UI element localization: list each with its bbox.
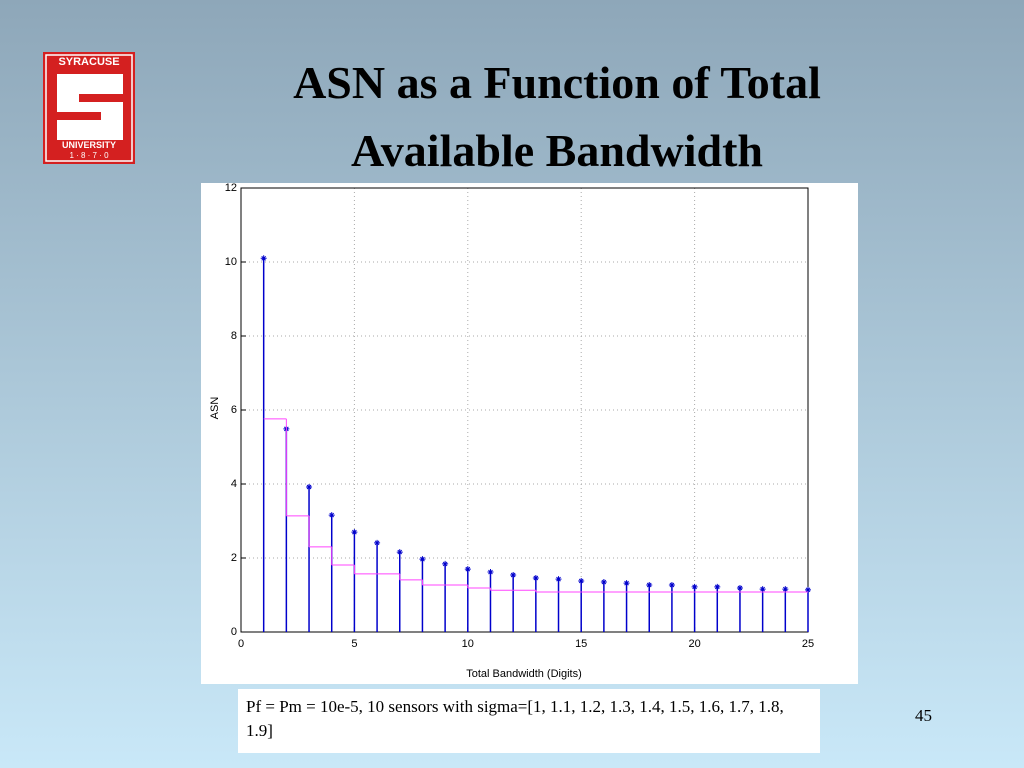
stem-marker bbox=[714, 583, 721, 590]
chart: ASN Total Bandwidth (Digits) 0 5 10 15 20 25 0… bbox=[201, 183, 858, 684]
logo-bottom: UNIVERSITY bbox=[62, 140, 116, 150]
stem-marker bbox=[351, 529, 358, 536]
logo: SYRACUSE UNIVERSITY 1 · 8 · 7 · 0 bbox=[43, 52, 135, 164]
stem-marker bbox=[510, 572, 517, 579]
stem-marker bbox=[600, 579, 607, 586]
stem-marker bbox=[555, 576, 562, 583]
x-tick-label: 0 bbox=[238, 638, 244, 650]
stem-marker bbox=[578, 577, 585, 584]
y-tick-label: 6 bbox=[231, 404, 237, 416]
x-tick-label: 5 bbox=[351, 638, 357, 650]
stem-marker bbox=[328, 512, 335, 519]
stem-marker bbox=[691, 583, 698, 590]
stem-marker bbox=[532, 574, 539, 581]
stem-marker bbox=[668, 582, 675, 589]
stem-marker bbox=[646, 582, 653, 589]
stem-marker bbox=[464, 566, 471, 573]
title-line: Available Bandwidth bbox=[351, 125, 763, 176]
y-axis-label: ASN bbox=[209, 397, 221, 420]
x-tick-label: 15 bbox=[575, 638, 587, 650]
y-tick-label: 10 bbox=[225, 256, 237, 268]
stem-marker bbox=[260, 255, 267, 262]
x-tick-label: 20 bbox=[688, 638, 700, 650]
x-axis-label: Total Bandwidth (Digits) bbox=[466, 668, 582, 680]
y-tick-label: 8 bbox=[231, 330, 237, 342]
stem-marker bbox=[306, 483, 313, 490]
page-number: 45 bbox=[915, 706, 932, 725]
chart-bg bbox=[201, 183, 858, 684]
stem-marker bbox=[374, 539, 381, 546]
y-tick-label: 0 bbox=[231, 626, 237, 638]
title-line: ASN as a Function of Total bbox=[293, 57, 821, 108]
x-tick-label: 10 bbox=[462, 638, 474, 650]
stem-marker bbox=[442, 560, 449, 567]
stem-marker bbox=[487, 569, 494, 576]
stem-marker bbox=[396, 549, 403, 556]
y-tick-label: 4 bbox=[231, 478, 237, 490]
stem-marker bbox=[736, 584, 743, 591]
logo-year: 1 · 8 · 7 · 0 bbox=[69, 151, 109, 160]
caption: Pf = Pm = 10e-5, 10 sensors with sigma=[… bbox=[238, 689, 820, 753]
logo-s bbox=[57, 74, 123, 140]
x-tick-label: 25 bbox=[802, 638, 814, 650]
y-tick-label: 12 bbox=[225, 183, 237, 194]
logo-border bbox=[45, 54, 133, 162]
y-tick-label: 2 bbox=[231, 552, 237, 564]
stem-marker bbox=[782, 586, 789, 593]
stem-marker bbox=[805, 586, 811, 593]
stem-marker bbox=[623, 580, 630, 587]
stem-marker bbox=[759, 586, 766, 593]
stem-marker bbox=[419, 556, 426, 563]
plot-frame bbox=[240, 187, 809, 633]
logo-top: SYRACUSE bbox=[58, 56, 119, 68]
